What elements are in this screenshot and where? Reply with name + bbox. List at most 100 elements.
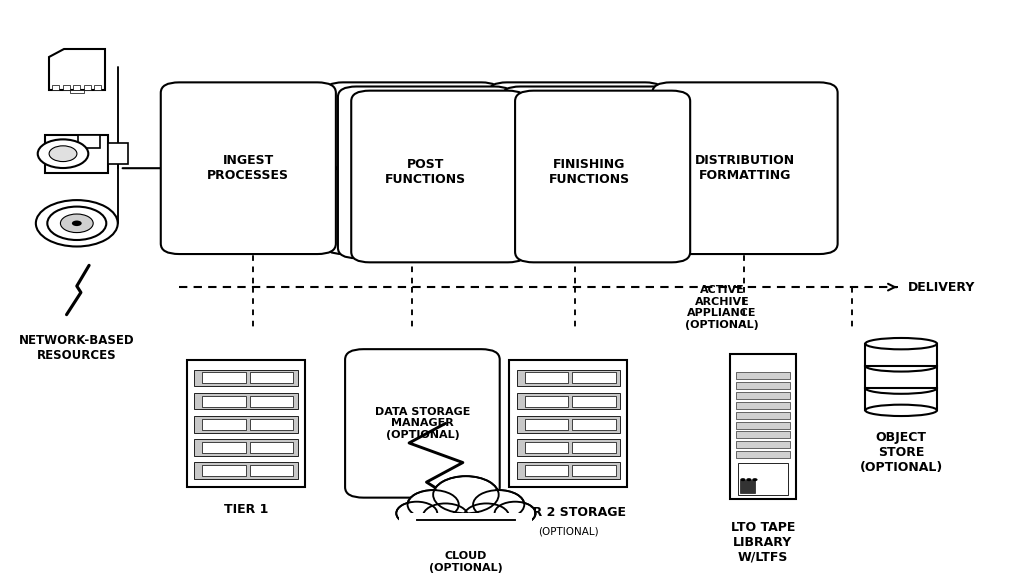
Bar [84, 85, 91, 90]
Bar [78, 135, 100, 148]
Circle shape [397, 502, 436, 524]
Bar [399, 513, 532, 531]
Text: TIER 1: TIER 1 [223, 503, 268, 516]
Circle shape [496, 502, 535, 524]
Bar [736, 441, 790, 448]
Bar [736, 382, 790, 389]
Ellipse shape [865, 360, 937, 372]
Circle shape [740, 478, 745, 481]
Ellipse shape [865, 382, 937, 394]
Bar [865, 366, 937, 388]
Text: POST
FUNCTIONS: POST FUNCTIONS [385, 158, 466, 186]
Circle shape [49, 146, 77, 162]
Text: DATA STORAGE
MANAGER
(OPTIONAL): DATA STORAGE MANAGER (OPTIONAL) [375, 407, 470, 440]
Text: (OPTIONAL): (OPTIONAL) [538, 527, 599, 536]
Bar [94, 85, 101, 90]
Bar [202, 396, 246, 407]
Bar [45, 135, 109, 173]
Bar [186, 360, 305, 487]
Text: ACTIVE
ARCHIVE
APPLIANCE
(OPTIONAL): ACTIVE ARCHIVE APPLIANCE (OPTIONAL) [685, 285, 759, 330]
Circle shape [36, 200, 118, 246]
Bar [70, 90, 84, 93]
Circle shape [410, 491, 457, 518]
Bar [738, 463, 787, 495]
Bar [202, 372, 246, 383]
Text: FINISHING
FUNCTIONS: FINISHING FUNCTIONS [549, 158, 630, 186]
FancyBboxPatch shape [502, 86, 677, 258]
Circle shape [433, 476, 499, 513]
Circle shape [396, 502, 437, 525]
Bar [202, 442, 246, 453]
Text: DISTRIBUTION
FORMATTING: DISTRIBUTION FORMATTING [695, 154, 795, 182]
Text: NETWORK-BASED
RESOURCES: NETWORK-BASED RESOURCES [19, 334, 134, 362]
Circle shape [38, 139, 88, 168]
Bar [62, 85, 70, 90]
Bar [202, 465, 246, 476]
Bar [516, 369, 621, 386]
Circle shape [435, 477, 497, 512]
Bar [516, 439, 621, 456]
FancyBboxPatch shape [652, 82, 838, 254]
Bar [524, 442, 568, 453]
Bar [865, 343, 937, 366]
Bar [736, 402, 790, 409]
FancyBboxPatch shape [325, 82, 500, 254]
Text: DELIVERY: DELIVERY [908, 281, 976, 293]
Bar [572, 372, 616, 383]
Text: LTO TAPE
LIBRARY
W/LTFS: LTO TAPE LIBRARY W/LTFS [731, 521, 795, 564]
Bar [736, 422, 790, 429]
Bar [202, 419, 246, 430]
Text: TIER 2 STORAGE: TIER 2 STORAGE [511, 506, 626, 519]
Ellipse shape [865, 338, 937, 349]
Circle shape [47, 206, 106, 240]
Circle shape [746, 478, 752, 481]
Ellipse shape [865, 405, 937, 416]
Bar [524, 465, 568, 476]
Circle shape [475, 491, 522, 518]
Bar [516, 462, 621, 479]
FancyBboxPatch shape [488, 82, 664, 254]
Bar [250, 396, 294, 407]
Bar [736, 451, 790, 458]
Bar [736, 412, 790, 419]
Bar [194, 416, 298, 433]
Text: CLOUD
(OPTIONAL): CLOUD (OPTIONAL) [429, 551, 503, 572]
Polygon shape [49, 49, 105, 90]
FancyBboxPatch shape [351, 90, 526, 262]
Bar [250, 442, 294, 453]
Bar [524, 372, 568, 383]
Circle shape [495, 502, 536, 525]
FancyBboxPatch shape [345, 349, 500, 498]
Bar [736, 372, 790, 379]
Bar [729, 354, 797, 499]
Bar [572, 396, 616, 407]
Bar [250, 372, 294, 383]
Bar [516, 416, 621, 433]
Circle shape [473, 490, 524, 519]
Bar [52, 85, 59, 90]
Bar [572, 442, 616, 453]
Bar [250, 419, 294, 430]
FancyBboxPatch shape [515, 90, 690, 262]
Circle shape [425, 505, 466, 528]
Text: INGEST
PROCESSES: INGEST PROCESSES [207, 154, 290, 182]
Circle shape [72, 220, 82, 226]
Bar [109, 143, 128, 164]
FancyBboxPatch shape [338, 86, 513, 258]
Circle shape [464, 503, 509, 529]
Circle shape [408, 490, 459, 519]
Bar [194, 439, 298, 456]
Bar [250, 465, 294, 476]
Bar [194, 393, 298, 409]
Bar [572, 419, 616, 430]
Bar [516, 393, 621, 409]
Bar [524, 419, 568, 430]
Bar [194, 462, 298, 479]
Bar [740, 480, 756, 493]
Bar [736, 432, 790, 438]
Text: OBJECT
STORE
(OPTIONAL): OBJECT STORE (OPTIONAL) [859, 430, 943, 474]
Bar [572, 465, 616, 476]
Circle shape [753, 478, 758, 481]
FancyBboxPatch shape [161, 82, 336, 254]
Bar [74, 85, 80, 90]
